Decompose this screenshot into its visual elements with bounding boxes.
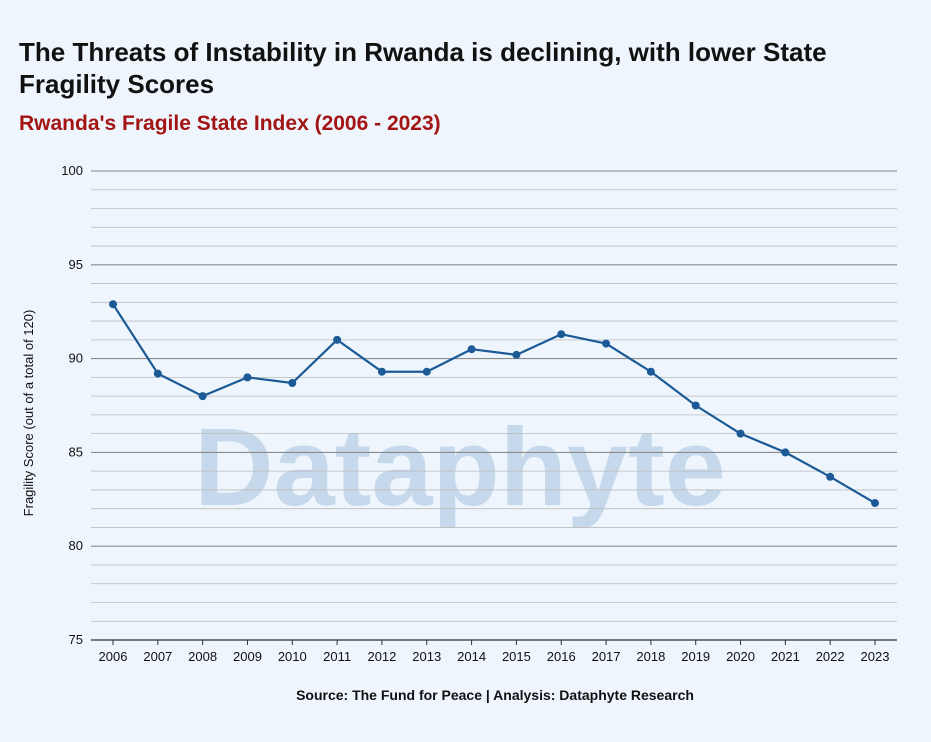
- y-tick-label: 100: [61, 163, 83, 178]
- data-point: [288, 378, 297, 387]
- data-point: [826, 472, 835, 481]
- x-tick-label: 2019: [681, 649, 710, 664]
- y-axis-title: Fragility Score (out of a total of 120): [21, 310, 36, 517]
- chart-subtitle: Rwanda's Fragile State Index (2006 - 202…: [19, 112, 441, 135]
- data-point: [333, 335, 342, 344]
- x-tick-label: 2015: [502, 649, 531, 664]
- x-tick-label: 2016: [547, 649, 576, 664]
- x-tick-label: 2020: [726, 649, 755, 664]
- data-point: [467, 345, 476, 354]
- x-tick-label: 2023: [861, 649, 890, 664]
- data-point: [243, 373, 252, 382]
- data-point: [377, 367, 386, 376]
- x-tick-label: 2014: [457, 649, 486, 664]
- x-tick-label: 2012: [367, 649, 396, 664]
- y-tick-label: 85: [69, 444, 83, 459]
- y-tick-label: 80: [69, 538, 83, 553]
- y-tick-label: 75: [69, 632, 83, 647]
- grid-lines: [91, 170, 897, 622]
- data-point: [871, 499, 879, 508]
- data-point: [736, 429, 745, 438]
- x-axis: 2006 2007 2008 2009 2010 2011 2012 2013 2014 2015…: [91, 639, 897, 664]
- x-tick-label: 2021: [771, 649, 800, 664]
- x-tick-label: 2007: [143, 649, 172, 664]
- source-note: Source: The Fund for Peace | Analysis: D…: [296, 687, 694, 703]
- y-tick-label: 95: [69, 257, 83, 272]
- data-point: [109, 300, 117, 309]
- x-tick-label: 2017: [592, 649, 621, 664]
- data-point: [198, 392, 207, 401]
- chart-title: The Threats of Instability in Rwanda is …: [19, 37, 827, 99]
- data-point: [646, 367, 655, 376]
- x-tick-label: 2013: [412, 649, 441, 664]
- data-point: [153, 369, 162, 378]
- y-axis: 75 80 85 90 95 100: [61, 163, 83, 647]
- data-point: [422, 367, 431, 376]
- x-tick-label: 2010: [278, 649, 307, 664]
- data-point: [602, 339, 611, 348]
- y-tick-label: 90: [69, 351, 83, 366]
- series-line: [112, 303, 876, 505]
- x-tick-label: 2006: [99, 649, 128, 664]
- x-tick-label: 2022: [816, 649, 845, 664]
- x-tick-label: 2018: [636, 649, 665, 664]
- data-point: [781, 448, 790, 457]
- watermark-text: Dataphyte: [194, 406, 726, 529]
- data-point: [512, 350, 521, 359]
- x-tick-label: 2008: [188, 649, 217, 664]
- series-group: [109, 300, 879, 508]
- x-tick-label: 2011: [323, 649, 351, 664]
- x-tick-label: 2009: [233, 649, 262, 664]
- data-point: [691, 401, 700, 410]
- data-point: [557, 330, 566, 339]
